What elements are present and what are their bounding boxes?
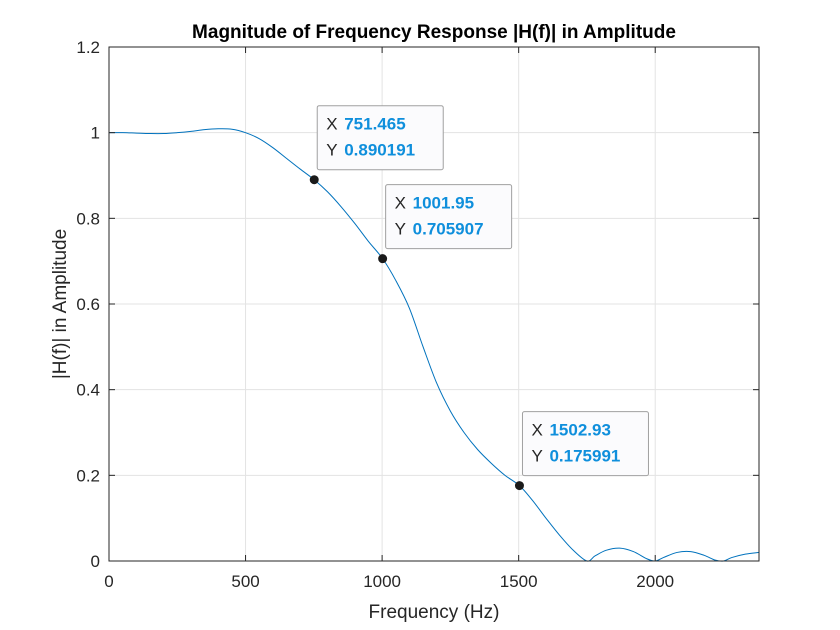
datatip-x-value: 1502.93	[549, 421, 610, 440]
datatip-y-key: Y	[326, 141, 337, 160]
x-tick-label: 2000	[636, 572, 674, 591]
x-tick-label: 500	[231, 572, 259, 591]
datatip-y-value: 0.890191	[344, 141, 415, 160]
y-tick-label: 0	[91, 552, 100, 571]
y-tick-label: 1	[91, 124, 100, 143]
datatip-x-value: 1001.95	[413, 194, 474, 213]
y-tick-label: 0.6	[76, 295, 100, 314]
datatip[interactable]: X 1502.93 Y 0.175991	[514, 411, 649, 491]
chart-title: Magnitude of Frequency Response |H(f)| i…	[192, 22, 676, 43]
datatip[interactable]: X 751.465 Y 0.890191	[309, 105, 444, 185]
datatip-marker[interactable]	[514, 481, 524, 491]
datatip-box	[521, 411, 649, 477]
y-tick-label: 0.4	[76, 381, 100, 400]
datatip-marker[interactable]	[378, 254, 388, 264]
y-tick-label: 0.8	[76, 209, 100, 228]
x-tick-label: 1000	[363, 572, 401, 591]
x-tick-label: 0	[104, 572, 113, 591]
datatip-x-value: 751.465	[344, 115, 405, 134]
x-tick-label: 1500	[500, 572, 538, 591]
datatip-x-key: X	[395, 194, 406, 213]
datatip-y-value: 0.175991	[549, 447, 620, 466]
datatip-marker[interactable]	[309, 175, 319, 185]
datatip[interactable]: X 1001.95 Y 0.705907	[378, 184, 513, 264]
axis-ticks	[108, 46, 759, 562]
datatip-y-key: Y	[395, 220, 406, 239]
y-tick-label: 0.2	[76, 466, 100, 485]
datatip-box	[385, 184, 513, 250]
datatip-x-key: X	[531, 421, 542, 440]
response-series-line[interactable]	[108, 128, 760, 562]
datatip-y-value: 0.705907	[413, 220, 484, 239]
series-layer	[108, 128, 760, 562]
x-axis-title: Frequency (Hz)	[369, 602, 500, 623]
y-axis-title: |H(f)| in Amplitude	[50, 229, 71, 379]
tick-labels: 0 500 1000 1500 2000 0 0.2 0.4 0.6 0.8 1 1.2	[76, 38, 674, 591]
datatip-x-key: X	[326, 115, 337, 134]
datatip-box	[316, 105, 444, 171]
datatips-layer: X 751.465 Y 0.890191 X 1001.95 Y 0.705907 X 1502.…	[309, 105, 649, 491]
y-tick-label: 1.2	[76, 38, 100, 57]
datatip-y-key: Y	[531, 447, 542, 466]
